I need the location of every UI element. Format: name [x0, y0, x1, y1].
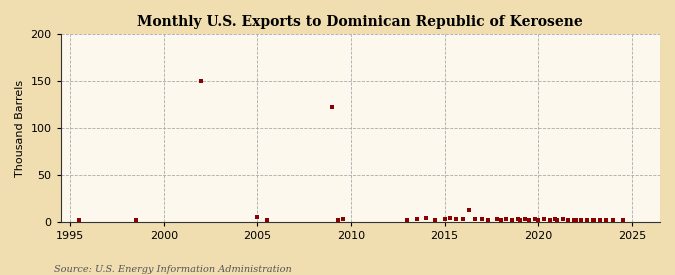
Point — [576, 218, 587, 222]
Point — [520, 217, 531, 221]
Point — [524, 218, 535, 222]
Point — [589, 218, 600, 222]
Point — [563, 218, 574, 222]
Point — [544, 218, 555, 222]
Point — [421, 216, 431, 220]
Text: Source: U.S. Energy Information Administration: Source: U.S. Energy Information Administ… — [54, 265, 292, 274]
Point — [464, 208, 475, 213]
Point — [595, 218, 605, 222]
Point — [491, 217, 502, 221]
Point — [582, 218, 593, 222]
Point — [469, 217, 480, 221]
Point — [600, 218, 611, 222]
Point — [608, 218, 618, 222]
Point — [587, 218, 598, 222]
Point — [551, 218, 562, 222]
Title: Monthly U.S. Exports to Dominican Republic of Kerosene: Monthly U.S. Exports to Dominican Republ… — [138, 15, 583, 29]
Point — [439, 217, 450, 221]
Point — [539, 217, 549, 221]
Point — [450, 217, 461, 221]
Point — [617, 218, 628, 222]
Point — [512, 217, 523, 221]
Point — [327, 105, 338, 110]
Point — [570, 218, 581, 222]
Point — [338, 217, 349, 221]
Point — [477, 217, 487, 221]
Point — [445, 216, 456, 220]
Point — [74, 218, 85, 222]
Point — [533, 218, 543, 222]
Point — [568, 218, 579, 222]
Point — [458, 217, 468, 221]
Point — [411, 217, 422, 221]
Point — [549, 217, 560, 221]
Point — [483, 218, 493, 222]
Point — [261, 218, 272, 222]
Point — [514, 218, 525, 222]
Point — [529, 217, 540, 221]
Point — [196, 79, 207, 83]
Point — [507, 218, 518, 222]
Point — [501, 217, 512, 221]
Point — [252, 215, 263, 219]
Point — [495, 218, 506, 222]
Point — [558, 217, 568, 221]
Point — [430, 218, 441, 222]
Point — [333, 218, 344, 222]
Point — [402, 218, 412, 222]
Y-axis label: Thousand Barrels: Thousand Barrels — [15, 79, 25, 177]
Point — [130, 218, 141, 222]
